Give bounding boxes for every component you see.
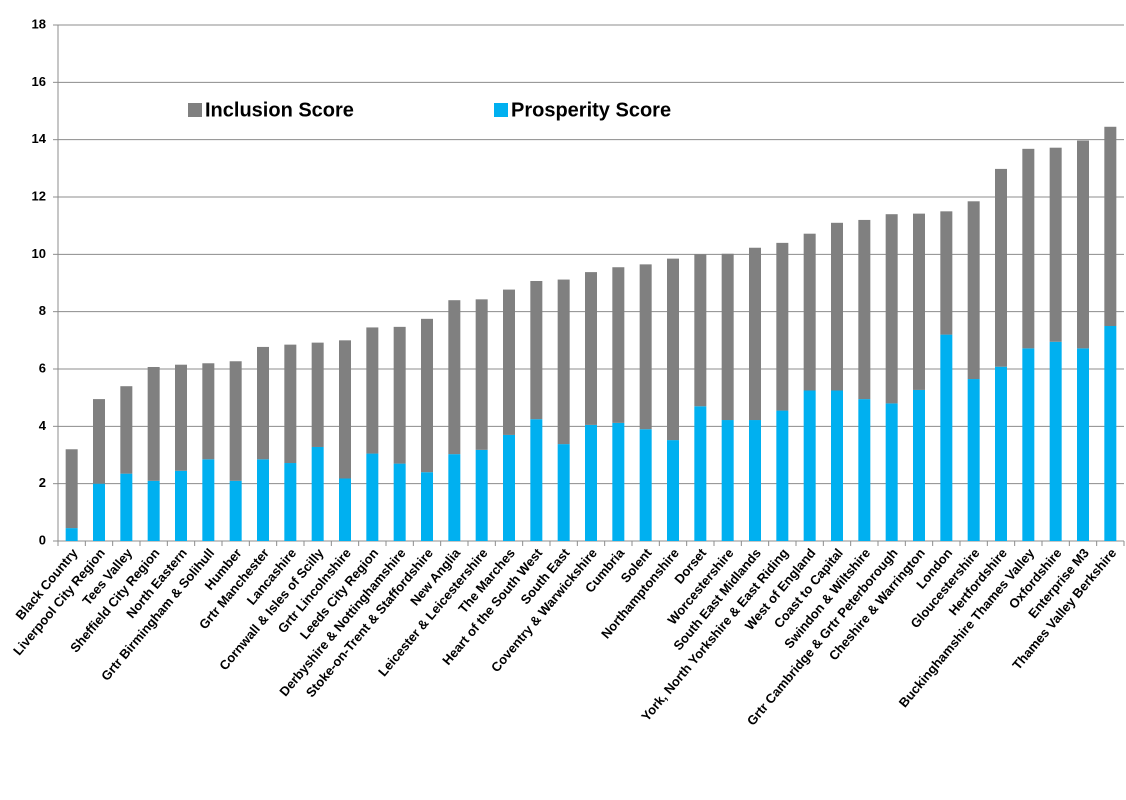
bar-segment <box>995 366 1007 541</box>
bar-segment <box>967 379 980 541</box>
bar-segment <box>421 472 433 541</box>
bar-segment <box>585 272 597 425</box>
bar-segment <box>803 233 816 391</box>
bar-segment <box>667 440 679 541</box>
bar-segment <box>393 463 406 541</box>
bar-segment <box>147 366 160 481</box>
bar-segment <box>913 389 925 541</box>
y-tick-label: 4 <box>39 418 47 433</box>
bar-segment <box>1049 147 1062 342</box>
bar-segment <box>831 222 843 391</box>
bar-segment <box>257 459 269 541</box>
legend-label: Prosperity Score <box>511 99 671 121</box>
y-tick-label: 10 <box>32 246 46 261</box>
bar-segment <box>940 211 953 335</box>
bar-segment <box>831 390 843 541</box>
bar-segment <box>721 420 734 541</box>
bar-segment <box>175 470 187 541</box>
y-tick-label: 0 <box>39 532 46 547</box>
bar-segment <box>557 279 570 445</box>
bar-segment <box>120 386 133 474</box>
bar-segment <box>120 473 133 541</box>
bar-segment <box>284 463 297 541</box>
legend-swatch <box>494 103 508 117</box>
bar-segment <box>65 449 78 529</box>
y-tick-label: 14 <box>32 131 47 146</box>
bar-segment <box>858 399 871 541</box>
bar-segment <box>1022 348 1035 541</box>
bar-segment <box>311 446 324 541</box>
bar-segment <box>421 318 433 473</box>
bar-segment <box>667 258 679 441</box>
bar-segment <box>940 334 953 541</box>
bar-segment <box>475 449 488 541</box>
legend-label: Inclusion Score <box>205 99 354 121</box>
bar-segment <box>639 264 652 430</box>
bar-segment <box>858 219 871 400</box>
bar-segment <box>475 299 488 450</box>
bar-segment <box>1077 348 1089 541</box>
bar-segment <box>913 213 925 390</box>
bar-segment <box>1104 126 1117 327</box>
bar-segment <box>612 422 625 541</box>
bar-segment <box>284 344 297 464</box>
bar-segment <box>530 419 543 541</box>
bar-segment <box>339 478 351 541</box>
bar-segment <box>366 453 379 541</box>
bar-segment <box>366 327 379 454</box>
bar-segment <box>530 280 543 420</box>
bar-segment <box>721 253 734 421</box>
legend-swatch <box>188 103 202 117</box>
bar-segment <box>393 326 406 464</box>
y-tick-label: 2 <box>39 475 46 490</box>
bar-segment <box>967 201 980 380</box>
bar-segment <box>229 361 242 481</box>
bar-segment <box>93 483 105 541</box>
bar-segment <box>639 429 652 541</box>
bar-segment <box>65 528 78 541</box>
y-tick-label: 6 <box>39 360 46 375</box>
bar-segment <box>557 444 570 541</box>
y-tick-label: 12 <box>32 188 46 203</box>
bar-segment <box>448 454 461 541</box>
bar-segment <box>995 168 1007 367</box>
bar-segment <box>885 403 898 541</box>
bar-segment <box>339 340 351 479</box>
bar-segment <box>776 410 789 541</box>
bar-segment <box>202 459 215 541</box>
bar-segment <box>202 363 215 460</box>
bar-segment <box>503 289 515 435</box>
bar-segment <box>257 346 269 460</box>
bar-segment <box>448 300 461 455</box>
bar-segment <box>694 254 707 407</box>
bar-segment <box>1049 341 1062 541</box>
bar-segment <box>1104 326 1117 541</box>
bar-segment <box>311 342 324 447</box>
bar-segment <box>1077 140 1089 349</box>
bar-segment <box>885 214 898 404</box>
bar-segment <box>749 247 761 421</box>
y-tick-label: 18 <box>32 16 46 31</box>
bar-segment <box>585 424 597 541</box>
bar-segment <box>612 267 625 423</box>
bar-segment <box>694 406 707 541</box>
bar-segment <box>776 242 789 411</box>
y-tick-label: 16 <box>32 74 46 89</box>
bar-segment <box>1022 148 1035 349</box>
bar-segment <box>229 480 242 541</box>
y-tick-label: 8 <box>39 303 46 318</box>
bar-segment <box>175 364 187 471</box>
bar-segment <box>93 399 105 484</box>
bar-segment <box>147 480 160 541</box>
bar-segment <box>503 434 515 541</box>
bar-segment <box>749 420 761 541</box>
bar-segment <box>803 390 816 541</box>
